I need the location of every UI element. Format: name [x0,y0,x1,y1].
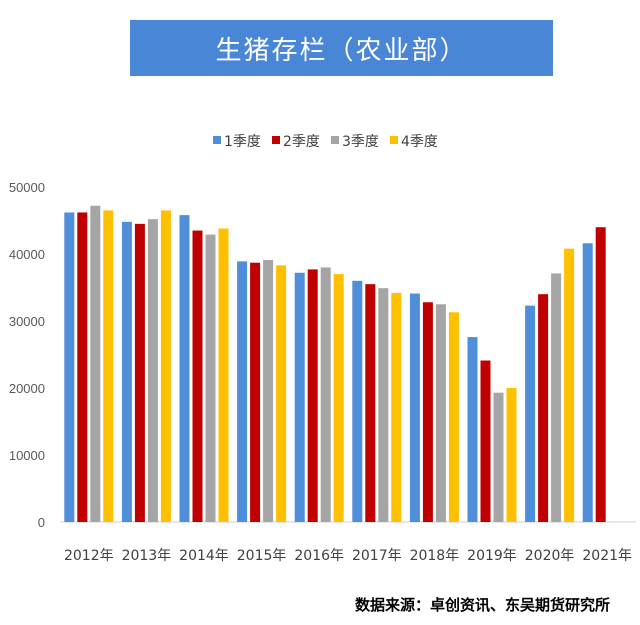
x-tick-label: 2020年 [525,548,575,564]
bar-2 [250,262,261,522]
bar-4 [391,292,402,522]
bar-2 [422,302,433,522]
bar-2 [192,230,203,523]
y-tick-label: 40000 [9,247,45,262]
x-tick-label: 2012年 [64,548,114,564]
x-tick-label: 2017年 [352,548,402,564]
bar-2 [77,212,88,522]
legend-swatch-2 [272,136,280,144]
bar-4 [506,388,517,522]
bar-3 [493,392,504,522]
legend-swatch-1 [213,136,221,144]
chart-title: 生猪存栏（农业部） [130,20,553,76]
legend-label-3: 3季度 [342,134,379,150]
x-tick-label: 2013年 [122,548,172,564]
legend-label-4: 4季度 [401,134,438,150]
bar-2 [134,223,145,522]
legend-swatch-4 [390,136,398,144]
bar-3 [263,260,274,522]
source-note: 数据来源：卓创资讯、东吴期货研究所 [354,596,610,614]
bar-1 [121,221,132,522]
bar-3 [435,304,446,522]
bar-1 [294,272,305,522]
y-tick-label: 10000 [9,448,45,463]
bar-3 [147,219,158,522]
x-tick-label: 2021年 [582,548,632,564]
bar-1 [525,305,536,522]
bar-1 [467,337,478,522]
bar-3 [320,267,331,522]
x-axis: 2012年 2013年 2014年 2015年 2016年 2017年 2018年 2019年… [64,548,632,564]
y-tick-label: 20000 [9,381,45,396]
y-tick-label: 30000 [9,314,45,329]
bar-2 [595,227,606,522]
bar-4 [333,274,344,522]
bar-1 [409,293,420,522]
bar-1 [237,261,248,522]
bar-1 [582,243,593,522]
y-axis: 0 10000 20000 30000 40000 50000 [9,180,45,530]
legend: 1季度 2季度 3季度 4季度 [213,134,438,150]
bar-2 [307,269,318,522]
bar-3 [378,288,389,522]
bar-1 [352,280,363,522]
bar-1 [64,212,75,522]
x-tick-label: 2014年 [179,548,229,564]
bar-4 [564,248,575,522]
bar-4 [103,210,114,522]
bar-3 [90,205,101,522]
bar-4 [218,228,229,523]
bar-2 [365,284,376,522]
bar-2 [480,360,491,522]
legend-label-2: 2季度 [283,134,320,150]
y-tick-label: 0 [38,515,45,530]
bars [64,205,606,523]
y-tick-label: 50000 [9,180,45,195]
bar-4 [160,210,171,522]
bar-4 [276,265,287,522]
bar-4 [448,312,459,522]
x-tick-label: 2019年 [467,548,517,564]
bar-2 [538,294,549,522]
bar-3 [551,273,562,522]
legend-label-1: 1季度 [224,134,261,150]
bar-3 [205,234,216,522]
bar-1 [179,215,190,522]
legend-swatch-3 [331,136,339,144]
x-tick-label: 2015年 [237,548,287,564]
x-tick-label: 2016年 [294,548,344,564]
x-tick-label: 2018年 [410,548,460,564]
